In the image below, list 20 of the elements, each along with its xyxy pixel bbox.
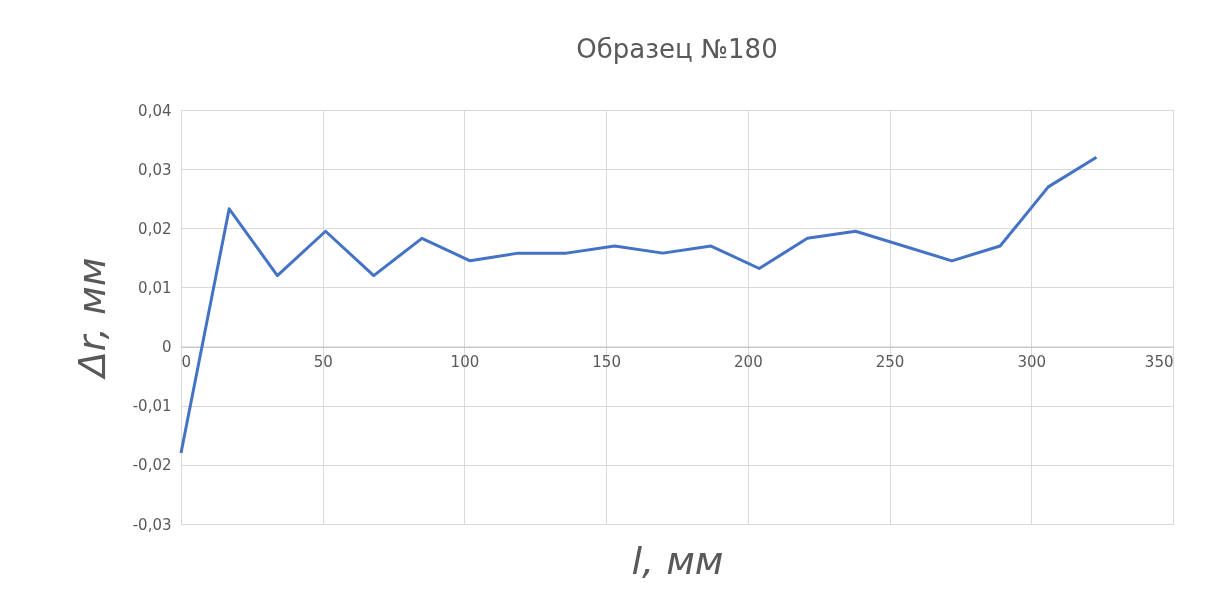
y-tick-label: 0 — [161, 338, 172, 357]
y-tick-label: -0,03 — [132, 515, 172, 534]
x-tick-label: 350 — [1144, 353, 1174, 372]
y-tick-label: -0,01 — [132, 397, 172, 416]
x-tick-label: 50 — [313, 353, 333, 372]
line-series — [179, 155, 1098, 455]
x-tick-label: 300 — [1017, 353, 1047, 372]
y-tick-label: 0,04 — [138, 101, 172, 120]
y-tick-label: -0,02 — [132, 456, 172, 475]
x-tick-label: 150 — [592, 353, 621, 372]
x-tick-label: 250 — [875, 353, 905, 372]
chart-title: Образец №180 — [576, 34, 778, 64]
x-tick-label: 0 — [181, 353, 192, 372]
y-tick-label: 0,02 — [138, 219, 172, 238]
x-tick-label: 200 — [734, 353, 763, 372]
y-axis-title: Δr, мм — [69, 257, 114, 381]
x-axis-title: l, мм — [631, 538, 724, 583]
x-tick-label: 100 — [450, 353, 480, 372]
y-tick-label: 0,03 — [138, 160, 172, 179]
y-tick-label: 0,01 — [138, 278, 172, 297]
